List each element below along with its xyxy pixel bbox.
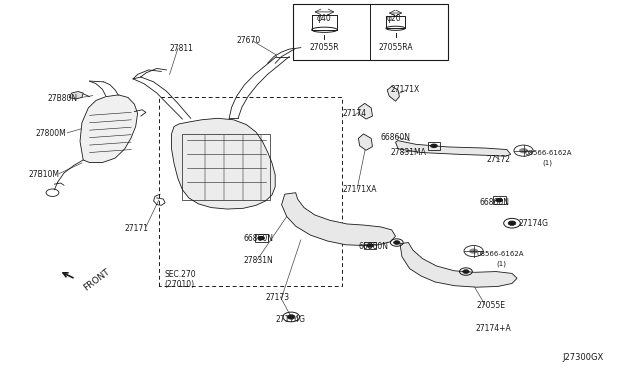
Polygon shape (358, 134, 372, 150)
Text: (1): (1) (496, 260, 506, 267)
Circle shape (463, 270, 469, 273)
Circle shape (508, 221, 516, 225)
Text: 66860N: 66860N (243, 234, 273, 243)
Text: J27300GX: J27300GX (562, 353, 603, 362)
Polygon shape (69, 92, 83, 99)
Polygon shape (172, 118, 275, 209)
Text: (27010): (27010) (164, 280, 195, 289)
Text: 66860N: 66860N (358, 242, 388, 251)
Circle shape (287, 315, 295, 319)
Text: 27055E: 27055E (477, 301, 506, 310)
Text: 27171: 27171 (125, 224, 149, 233)
Polygon shape (387, 86, 399, 101)
Circle shape (469, 248, 478, 254)
Text: 66860N: 66860N (480, 198, 510, 207)
Text: 08566-6162A: 08566-6162A (477, 251, 524, 257)
Text: 08566-6162A: 08566-6162A (525, 150, 572, 156)
Text: FRONT: FRONT (82, 267, 112, 292)
Text: 27831MA: 27831MA (390, 148, 426, 157)
Text: 27800M: 27800M (35, 129, 66, 138)
Circle shape (495, 198, 503, 202)
Text: 27174: 27174 (342, 109, 367, 118)
Text: φ40: φ40 (317, 14, 332, 23)
Circle shape (394, 241, 400, 244)
Polygon shape (282, 193, 396, 246)
Text: 27055RA: 27055RA (378, 43, 413, 52)
Bar (255, 234, 268, 242)
Circle shape (257, 236, 265, 240)
Text: 27173: 27173 (266, 293, 290, 302)
Bar (364, 242, 376, 249)
Text: 27171X: 27171X (390, 85, 420, 94)
Circle shape (519, 148, 528, 153)
Text: 27174G: 27174G (518, 219, 548, 228)
Text: 27811: 27811 (170, 44, 193, 53)
Text: 27B10M: 27B10M (29, 170, 60, 179)
Circle shape (366, 243, 374, 248)
Bar (428, 142, 440, 150)
Text: 27174+A: 27174+A (476, 324, 511, 333)
Polygon shape (80, 95, 138, 163)
Polygon shape (396, 141, 511, 156)
Text: 27172: 27172 (486, 155, 511, 164)
Bar (293, 4, 448, 60)
Circle shape (430, 144, 438, 148)
Text: 27B80N: 27B80N (48, 94, 78, 103)
Text: SEC.270: SEC.270 (164, 270, 196, 279)
Text: φ20: φ20 (387, 14, 401, 23)
Text: 27171XA: 27171XA (342, 185, 377, 194)
Text: 27174G: 27174G (275, 315, 305, 324)
Text: 27670: 27670 (237, 36, 261, 45)
Bar (493, 196, 506, 204)
Polygon shape (358, 103, 372, 119)
Text: (1): (1) (543, 160, 553, 166)
Text: 27831N: 27831N (243, 256, 273, 265)
Text: 66860N: 66860N (381, 133, 411, 142)
Text: 27055R: 27055R (310, 43, 339, 52)
Polygon shape (400, 243, 517, 287)
